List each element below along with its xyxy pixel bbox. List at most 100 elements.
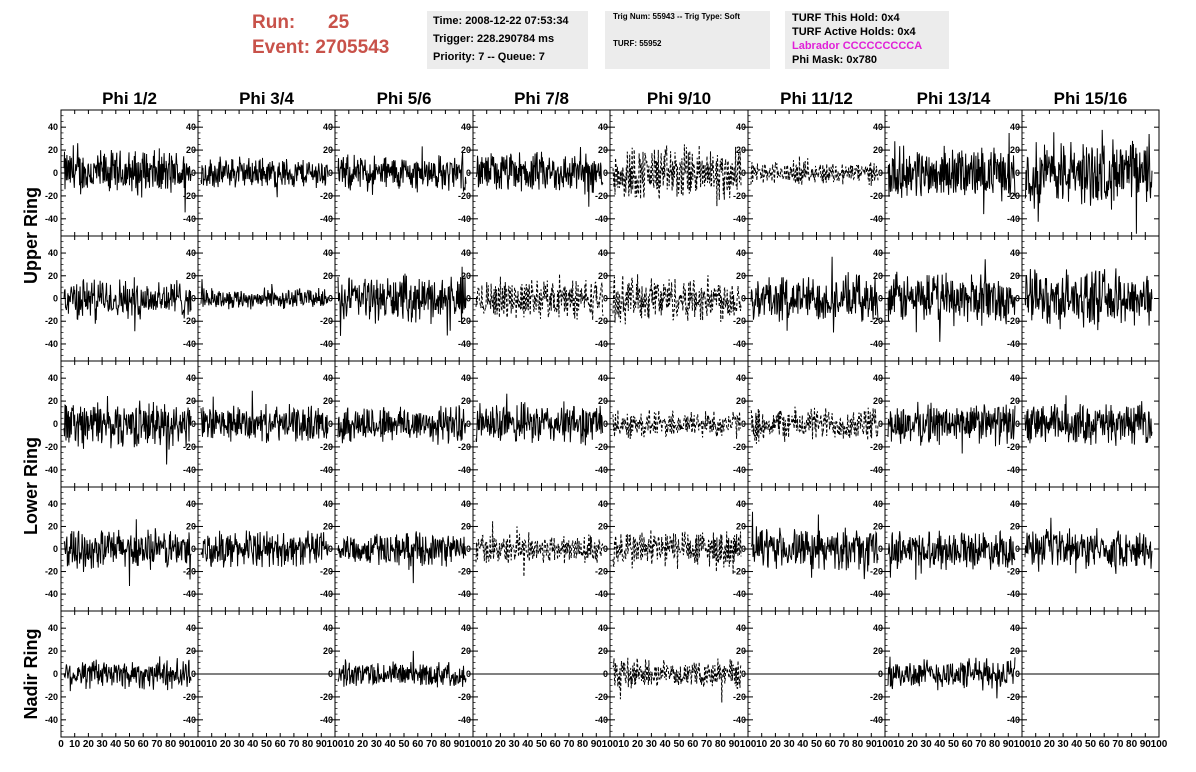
x-tick-label: 100 [740,739,757,750]
y-tick-label: -20 [595,316,608,326]
y-tick-label: -40 [458,715,471,725]
y-tick-label: -20 [870,316,883,326]
y-tick-label: 0 [603,419,608,429]
y-tick-label: 0 [878,419,883,429]
waveform-trace [750,156,879,186]
waveform-panel: -40 -20 0 20 40 [870,610,1023,738]
y-tick-label: 40 [736,623,746,633]
y-tick-label: 20 [461,646,471,656]
column-title: Phi 15/16 [1054,89,1128,108]
waveform-trace [887,530,1016,580]
y-tick-label: -40 [733,465,746,475]
y-tick-label: -20 [870,692,883,702]
y-tick-label: 20 [598,646,608,656]
y-tick-label: -20 [45,191,58,201]
y-tick-label: -40 [595,589,608,599]
y-tick-label: 20 [323,396,333,406]
y-tick-label: 40 [461,623,471,633]
x-tick-label: 10 [756,739,768,750]
x-tick-label: 100 [1151,739,1168,750]
y-tick-label: 0 [53,294,58,304]
x-tick-label: 80 [1126,739,1138,750]
waveform-panel: -40 -20 0 20 40 [1007,610,1160,738]
y-tick-label: -40 [45,339,58,349]
x-tick-label: 20 [907,739,919,750]
y-tick-label: -20 [183,567,196,577]
x-tick-label: 40 [934,739,946,750]
row-label: Nadir Ring [21,628,41,719]
y-tick-label: 0 [328,669,333,679]
y-tick-label: 20 [736,271,746,281]
x-tick-label: 50 [1085,739,1097,750]
x-tick-label: 30 [509,739,521,750]
y-tick-label: -40 [1007,589,1020,599]
waveform-panel: -40 -20 0 20 40 [870,235,1023,362]
y-tick-label: -20 [458,191,471,201]
waveform-trace [63,656,192,692]
y-tick-label: 20 [48,145,58,155]
y-tick-label: 0 [53,168,58,178]
x-tick-label: 90 [1140,739,1152,750]
x-tick-label: 20 [632,739,644,750]
y-tick-label: 20 [598,521,608,531]
y-tick-label: 0 [328,544,333,554]
y-tick-label: 0 [741,168,746,178]
y-tick-label: -40 [733,339,746,349]
waveform-trace [337,531,467,584]
waveform-panel: -40 -20 0 20 40 [1007,486,1160,612]
labrador-text: Labrador CCCCCCCCCA [792,40,923,52]
y-tick-label: 40 [48,122,58,132]
y-tick-label: 0 [328,168,333,178]
y-tick-label: -20 [733,567,746,577]
x-tick-label: 70 [975,739,987,750]
y-tick-label: 40 [598,499,608,509]
y-tick-label: 40 [1010,499,1020,509]
y-tick-label: 20 [736,396,746,406]
waveform-trace [1024,129,1153,234]
x-tick-label: 30 [234,739,246,750]
row-label: Upper Ring [21,187,41,284]
x-tick-label: 90 [729,739,741,750]
waveform-panel: -40 -20 0 20 40 [320,360,474,488]
waveform-panel: -40 -20 0 20 40 [183,109,336,237]
turf-active-text: TURF Active Holds: 0x4 [792,26,916,38]
y-tick-label: 40 [598,122,608,132]
y-tick-label: 20 [186,396,196,406]
waveform-panel: -40 -20 0 20 40 [870,486,1023,612]
event-header: Run: 25 Event: 2705543 Time: 2008-12-22 0… [0,0,1196,80]
y-tick-label: 20 [48,521,58,531]
y-tick-label: 40 [323,373,333,383]
y-tick-label: 40 [323,122,333,132]
y-tick-label: -40 [320,465,333,475]
waveform-trace [337,146,467,195]
y-tick-label: 0 [466,544,471,554]
run-value: 25 [328,12,350,33]
x-tick-label: 80 [852,739,864,750]
waveform-trace [475,146,604,207]
waveform-panel: -40 -20 0 20 40 [458,235,611,362]
x-tick-label: 60 [1099,739,1111,750]
waveform-panel: -40 -20 0 20 40 [320,610,474,738]
y-tick-label: 0 [603,544,608,554]
waveform-panel: -40 -20 0 20 40 [1007,235,1160,362]
x-tick-label: 70 [426,739,438,750]
x-tick-label: 30 [784,739,796,750]
x-tick-label: 50 [398,739,410,750]
y-tick-label: -40 [870,465,883,475]
waveform-panel: -40 -20 0 20 40 [45,486,199,612]
y-tick-label: 40 [48,623,58,633]
y-tick-label: 0 [191,294,196,304]
y-tick-label: 0 [466,168,471,178]
waveform-trace [887,132,1016,215]
y-tick-label: 0 [1015,294,1020,304]
waveform-trace [887,259,1016,342]
y-tick-label: 20 [736,646,746,656]
y-tick-label: -40 [733,589,746,599]
y-tick-label: -40 [1007,339,1020,349]
x-tick-label: 30 [646,739,658,750]
y-tick-label: -20 [183,692,196,702]
y-tick-label: -20 [320,442,333,452]
x-tick-label: 10 [1030,739,1042,750]
waveform-trace [612,657,742,703]
y-tick-label: 40 [186,623,196,633]
